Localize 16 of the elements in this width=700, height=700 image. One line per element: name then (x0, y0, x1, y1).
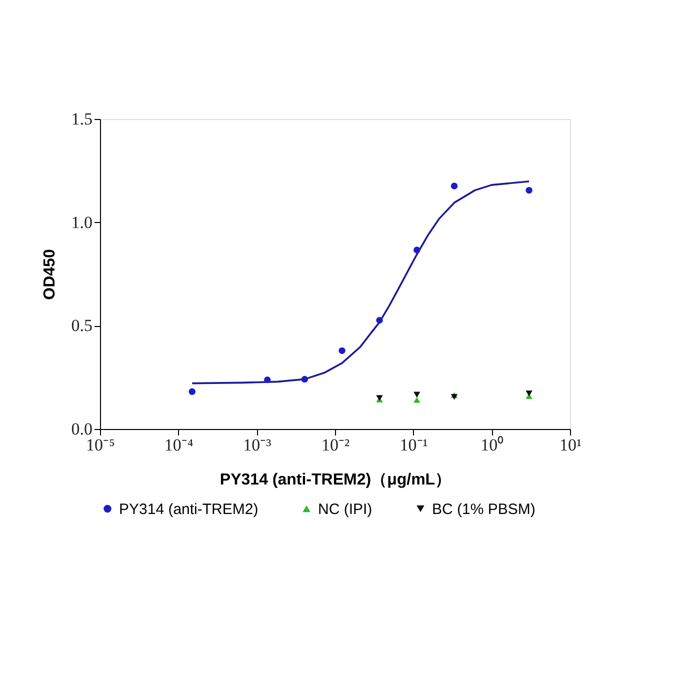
x-tick-label: 10⁻¹ (400, 436, 428, 454)
y-tick-label: 0.5 (71, 316, 92, 336)
x-tick-label: 10⁰ (480, 436, 504, 454)
y-tick-label: 1.5 (71, 110, 92, 128)
y-tick-label: 0.0 (71, 420, 92, 438)
legend-label: PY314 (anti-TREM2) (119, 500, 258, 518)
x-tick-label: 10⁻⁴ (164, 436, 194, 454)
y-axis-title: OD450 (41, 249, 58, 300)
legend-label: BC (1% PBSM) (432, 500, 536, 518)
y-tick-label: 1.0 (71, 212, 92, 232)
x-tick-label: 10⁻³ (243, 436, 272, 454)
legend-label: NC (IPI) (318, 500, 372, 518)
x-tick-label: 10⁻² (321, 436, 350, 454)
x-tick-label: 10¹ (559, 436, 582, 454)
x-axis-title: PY314 (anti-TREM2)（μg/mL） (220, 472, 452, 488)
x-tick-label: 10⁻⁵ (86, 436, 116, 454)
